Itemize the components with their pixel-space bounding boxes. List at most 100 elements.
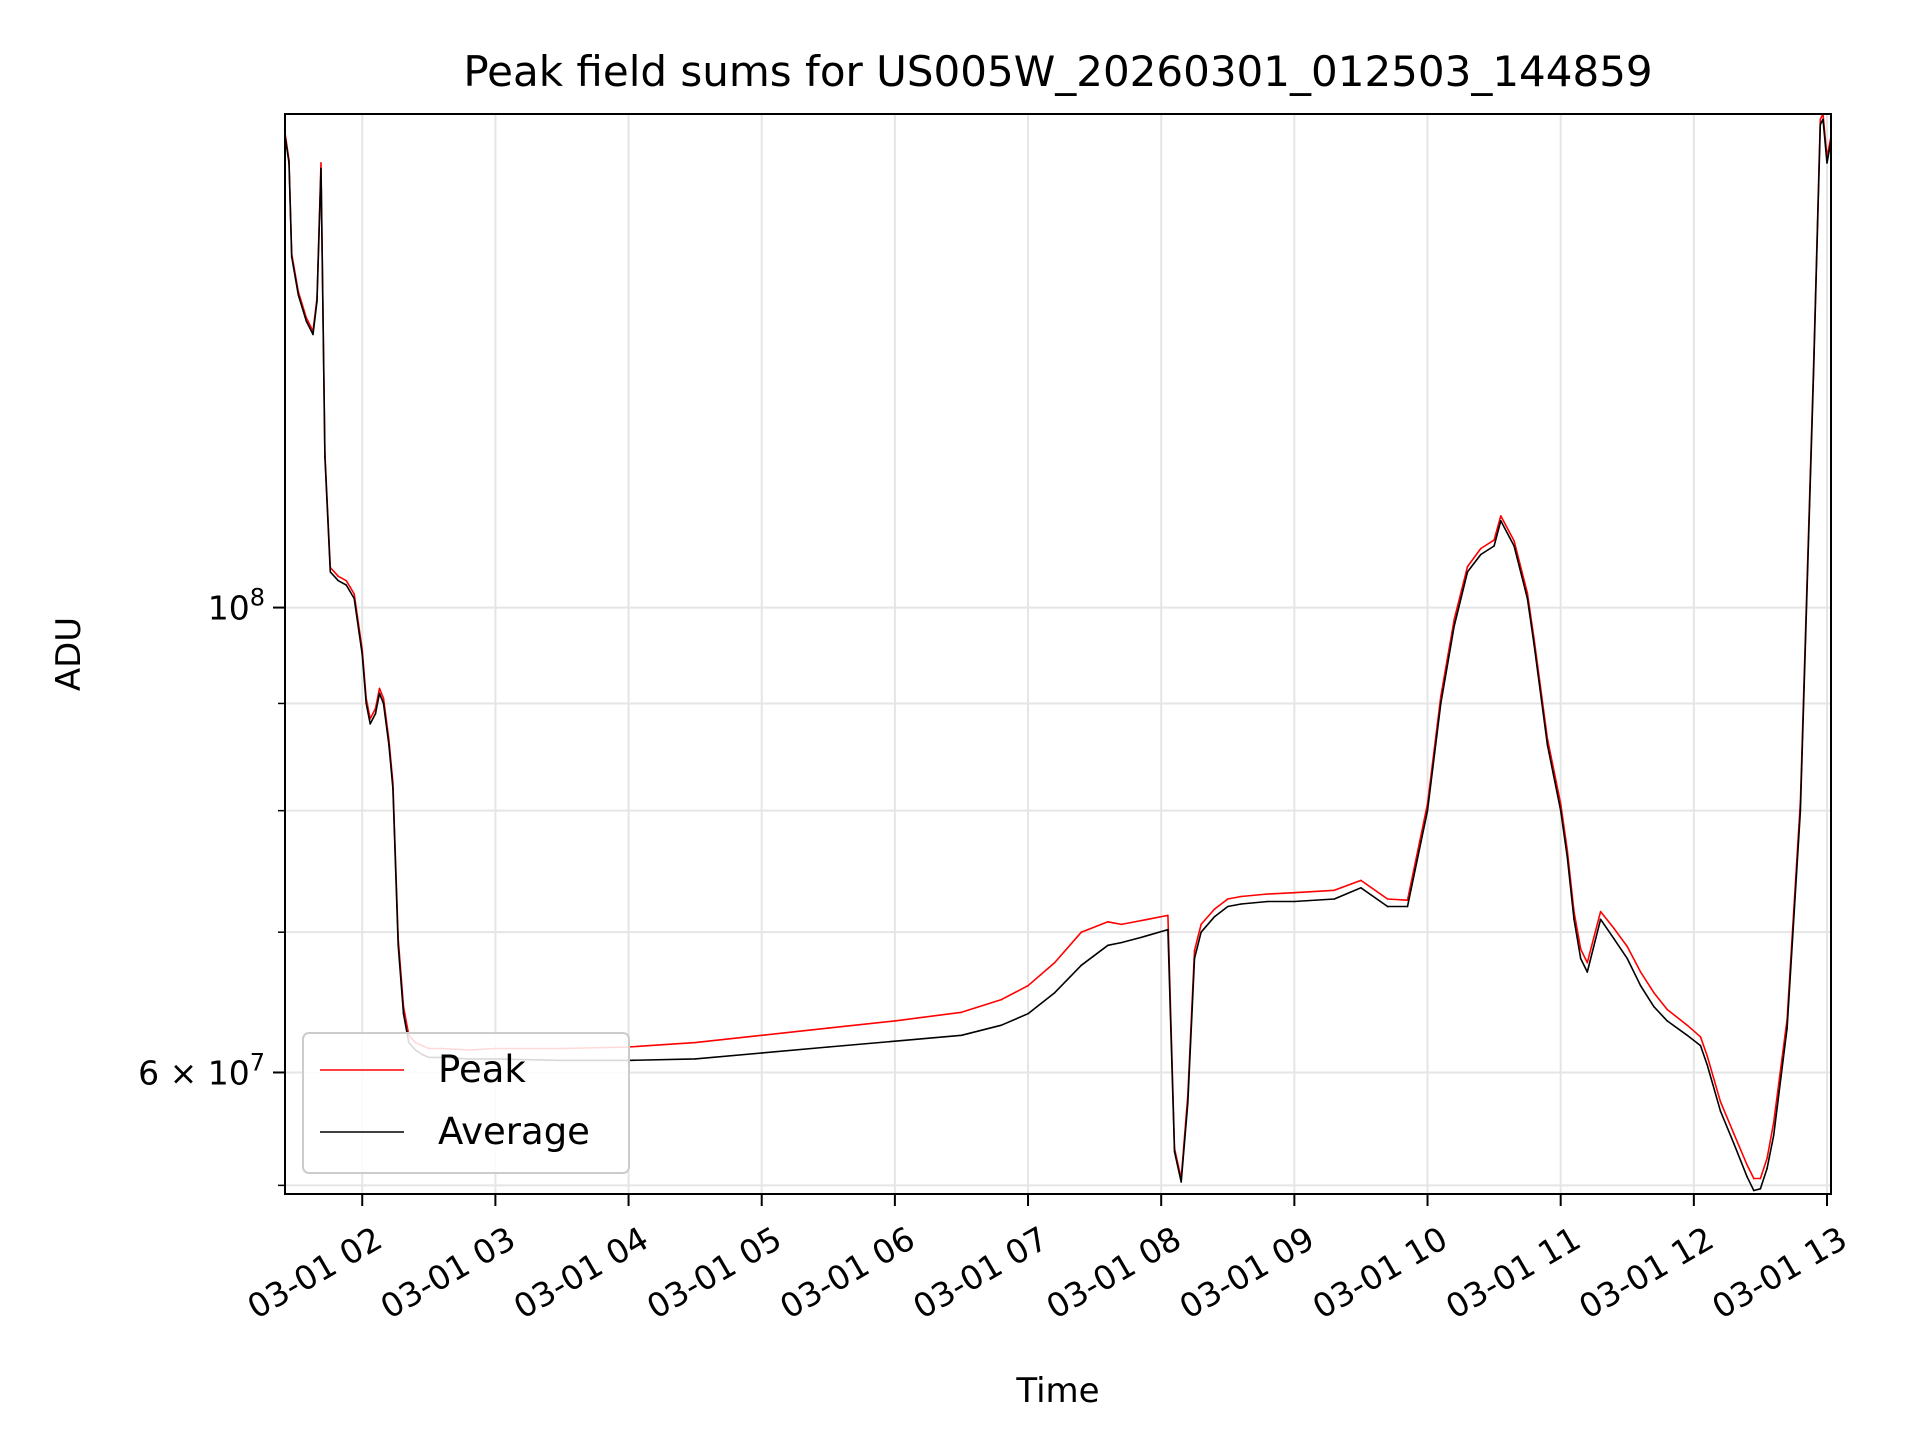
- data-point-peak: [1053, 961, 1056, 964]
- data-point-average: [1732, 1142, 1735, 1145]
- data-point-peak: [1766, 1157, 1768, 1160]
- data-point-average: [374, 712, 377, 715]
- data-point-average: [1639, 984, 1642, 987]
- y-tick-label-base: 10: [208, 589, 250, 628]
- data-point-average: [290, 256, 293, 258]
- data-point-average: [369, 723, 372, 725]
- data-point-average: [345, 584, 348, 586]
- data-point-average: [1479, 553, 1482, 556]
- data-point-peak: [1653, 991, 1655, 994]
- data-point-average: [1513, 545, 1515, 547]
- data-point-average: [1386, 905, 1389, 908]
- data-point-average: [1579, 957, 1582, 960]
- data-point-peak: [353, 593, 356, 595]
- data-point-peak: [1479, 547, 1482, 550]
- data-point-average: [402, 1012, 405, 1015]
- data-point-average: [337, 579, 340, 582]
- data-point-peak: [1513, 540, 1515, 542]
- data-point-average: [1200, 931, 1202, 933]
- data-point-peak: [1559, 803, 1562, 805]
- data-point-average: [760, 1052, 763, 1054]
- data-point-average: [1360, 886, 1362, 889]
- data-point-average: [1499, 520, 1502, 522]
- data-point-peak: [378, 687, 381, 690]
- data-point-average: [1599, 918, 1602, 921]
- axes-frame: [284, 113, 1832, 1195]
- data-point-peak: [1000, 998, 1003, 1001]
- data-point-average: [1666, 1020, 1669, 1022]
- data-point-peak: [1200, 923, 1202, 926]
- legend-peak-label: Peak: [438, 1048, 526, 1091]
- data-point-average: [1466, 571, 1469, 573]
- y-tick-label: 108: [208, 584, 265, 628]
- data-point-average: [365, 702, 368, 705]
- y-axis-title: ADU: [49, 617, 89, 691]
- data-point-peak: [1213, 908, 1216, 910]
- data-point-peak: [1193, 949, 1196, 952]
- series-line-peak: [285, 114, 1831, 1180]
- data-point-average: [1120, 941, 1123, 944]
- data-point-peak: [1266, 893, 1269, 895]
- chart-title: Peak field sums for US005W_20260301_0125…: [463, 47, 1652, 96]
- data-point-average: [1799, 809, 1802, 812]
- data-point-average: [960, 1034, 963, 1037]
- data-point-peak: [1746, 1164, 1748, 1166]
- data-point-peak: [1167, 914, 1169, 917]
- data-point-average: [1546, 744, 1549, 746]
- data-point-peak: [345, 579, 348, 582]
- data-point-average: [1226, 905, 1229, 908]
- data-point-average: [1826, 162, 1828, 164]
- data-point-average: [1167, 928, 1169, 931]
- data-point-peak: [1333, 889, 1336, 892]
- data-point-average: [378, 692, 381, 695]
- data-point-average: [1426, 809, 1429, 812]
- data-point-average: [1812, 367, 1815, 370]
- data-point-average: [1746, 1176, 1748, 1178]
- data-point-average: [288, 162, 290, 164]
- data-point-peak: [1772, 1121, 1775, 1124]
- data-point-average: [1107, 944, 1109, 947]
- data-point-peak: [1240, 895, 1242, 898]
- data-point-average: [1526, 597, 1529, 600]
- data-point-average: [1626, 957, 1629, 960]
- data-point-average: [1027, 1012, 1029, 1015]
- data-point-average: [1719, 1110, 1722, 1113]
- data-point-average: [361, 653, 364, 656]
- data-point-average: [1187, 1102, 1189, 1105]
- data-point-average: [1000, 1024, 1003, 1026]
- data-point-peak: [1360, 879, 1362, 882]
- data-point-peak: [960, 1011, 963, 1014]
- data-point-peak: [1626, 945, 1629, 948]
- data-point-peak: [320, 162, 322, 164]
- data-point-peak: [694, 1041, 696, 1044]
- data-point-average: [1053, 991, 1056, 994]
- data-point-average: [320, 167, 322, 170]
- data-point-average: [1173, 1150, 1176, 1153]
- legend-average-label: Average: [438, 1110, 590, 1153]
- data-point-average: [1822, 118, 1824, 121]
- y-tick-label-exponent: 7: [250, 1048, 265, 1076]
- data-point-peak: [1080, 931, 1083, 933]
- data-point-peak: [1719, 1100, 1722, 1103]
- data-point-peak: [1613, 927, 1615, 930]
- data-point-average: [694, 1058, 696, 1060]
- data-point-average: [1653, 1005, 1655, 1008]
- data-point-average: [329, 571, 332, 573]
- data-point-average: [1533, 643, 1535, 646]
- data-point-average: [397, 944, 399, 947]
- data-point-average: [1440, 702, 1442, 705]
- legend: Peak Average: [302, 1032, 630, 1174]
- data-point-average: [1140, 936, 1143, 939]
- data-point-peak: [1819, 118, 1822, 121]
- data-point-peak: [1599, 910, 1602, 913]
- data-point-average: [392, 787, 394, 789]
- data-point-peak: [1293, 891, 1296, 894]
- data-point-peak: [337, 575, 340, 578]
- data-point-average: [1686, 1034, 1688, 1037]
- data-point-peak: [382, 697, 385, 700]
- data-point-average: [1566, 856, 1569, 859]
- data-point-average: [1266, 900, 1269, 903]
- data-point-peak: [1499, 515, 1502, 517]
- data-point-peak: [1586, 961, 1589, 964]
